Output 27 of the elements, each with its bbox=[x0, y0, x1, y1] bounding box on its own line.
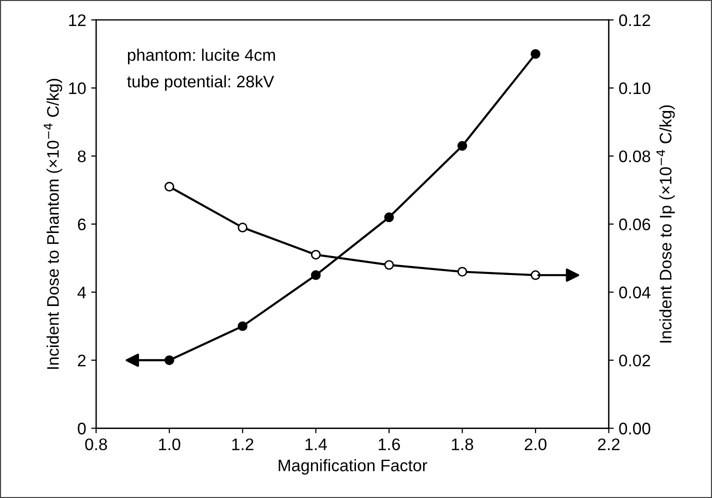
x-tick-label: 1.2 bbox=[232, 438, 254, 450]
y2-tick-label: 0.12 bbox=[619, 14, 650, 26]
y-axis-title: Incident Dose to Phantom (×10$^{−4}$ C/kg) bbox=[44, 78, 62, 369]
x-tick-label: 1.8 bbox=[452, 438, 474, 450]
y2-tick-label: 0.06 bbox=[619, 218, 650, 230]
y2-tick-label: 0.10 bbox=[619, 82, 650, 94]
y-tick-label: 10 bbox=[69, 82, 86, 94]
y2-axis-title: Incident Dose to Ip (×10$^{−4}$ C/kg) bbox=[656, 105, 675, 342]
y-tick-label: 2 bbox=[78, 354, 86, 366]
annotation: tube potential: 28kV bbox=[127, 75, 274, 91]
y-tick-label: 8 bbox=[78, 150, 86, 162]
y2-tick-label: 0.00 bbox=[619, 422, 650, 434]
y2-tick-label: 0.08 bbox=[619, 150, 650, 162]
y-tick-label: 12 bbox=[69, 14, 86, 26]
x-tick-label: 1.6 bbox=[378, 438, 400, 450]
y2-tick-label: 0.02 bbox=[619, 354, 650, 366]
x-tick-label: 2.0 bbox=[524, 438, 546, 450]
y-tick-label: 0 bbox=[78, 422, 86, 434]
x-tick-label: 0.8 bbox=[85, 438, 107, 450]
y2-tick-label: 0.04 bbox=[619, 286, 650, 298]
y-tick-label: 4 bbox=[78, 286, 86, 298]
annotation: phantom: lucite 4cm bbox=[128, 48, 275, 64]
x-tick-label: 1.0 bbox=[159, 438, 180, 450]
y-tick-label: 6 bbox=[78, 218, 86, 230]
x-tick-label: 2.2 bbox=[598, 438, 620, 450]
x-axis-title: Magnification Factor bbox=[278, 459, 428, 475]
x-tick-label: 1.4 bbox=[306, 438, 327, 450]
